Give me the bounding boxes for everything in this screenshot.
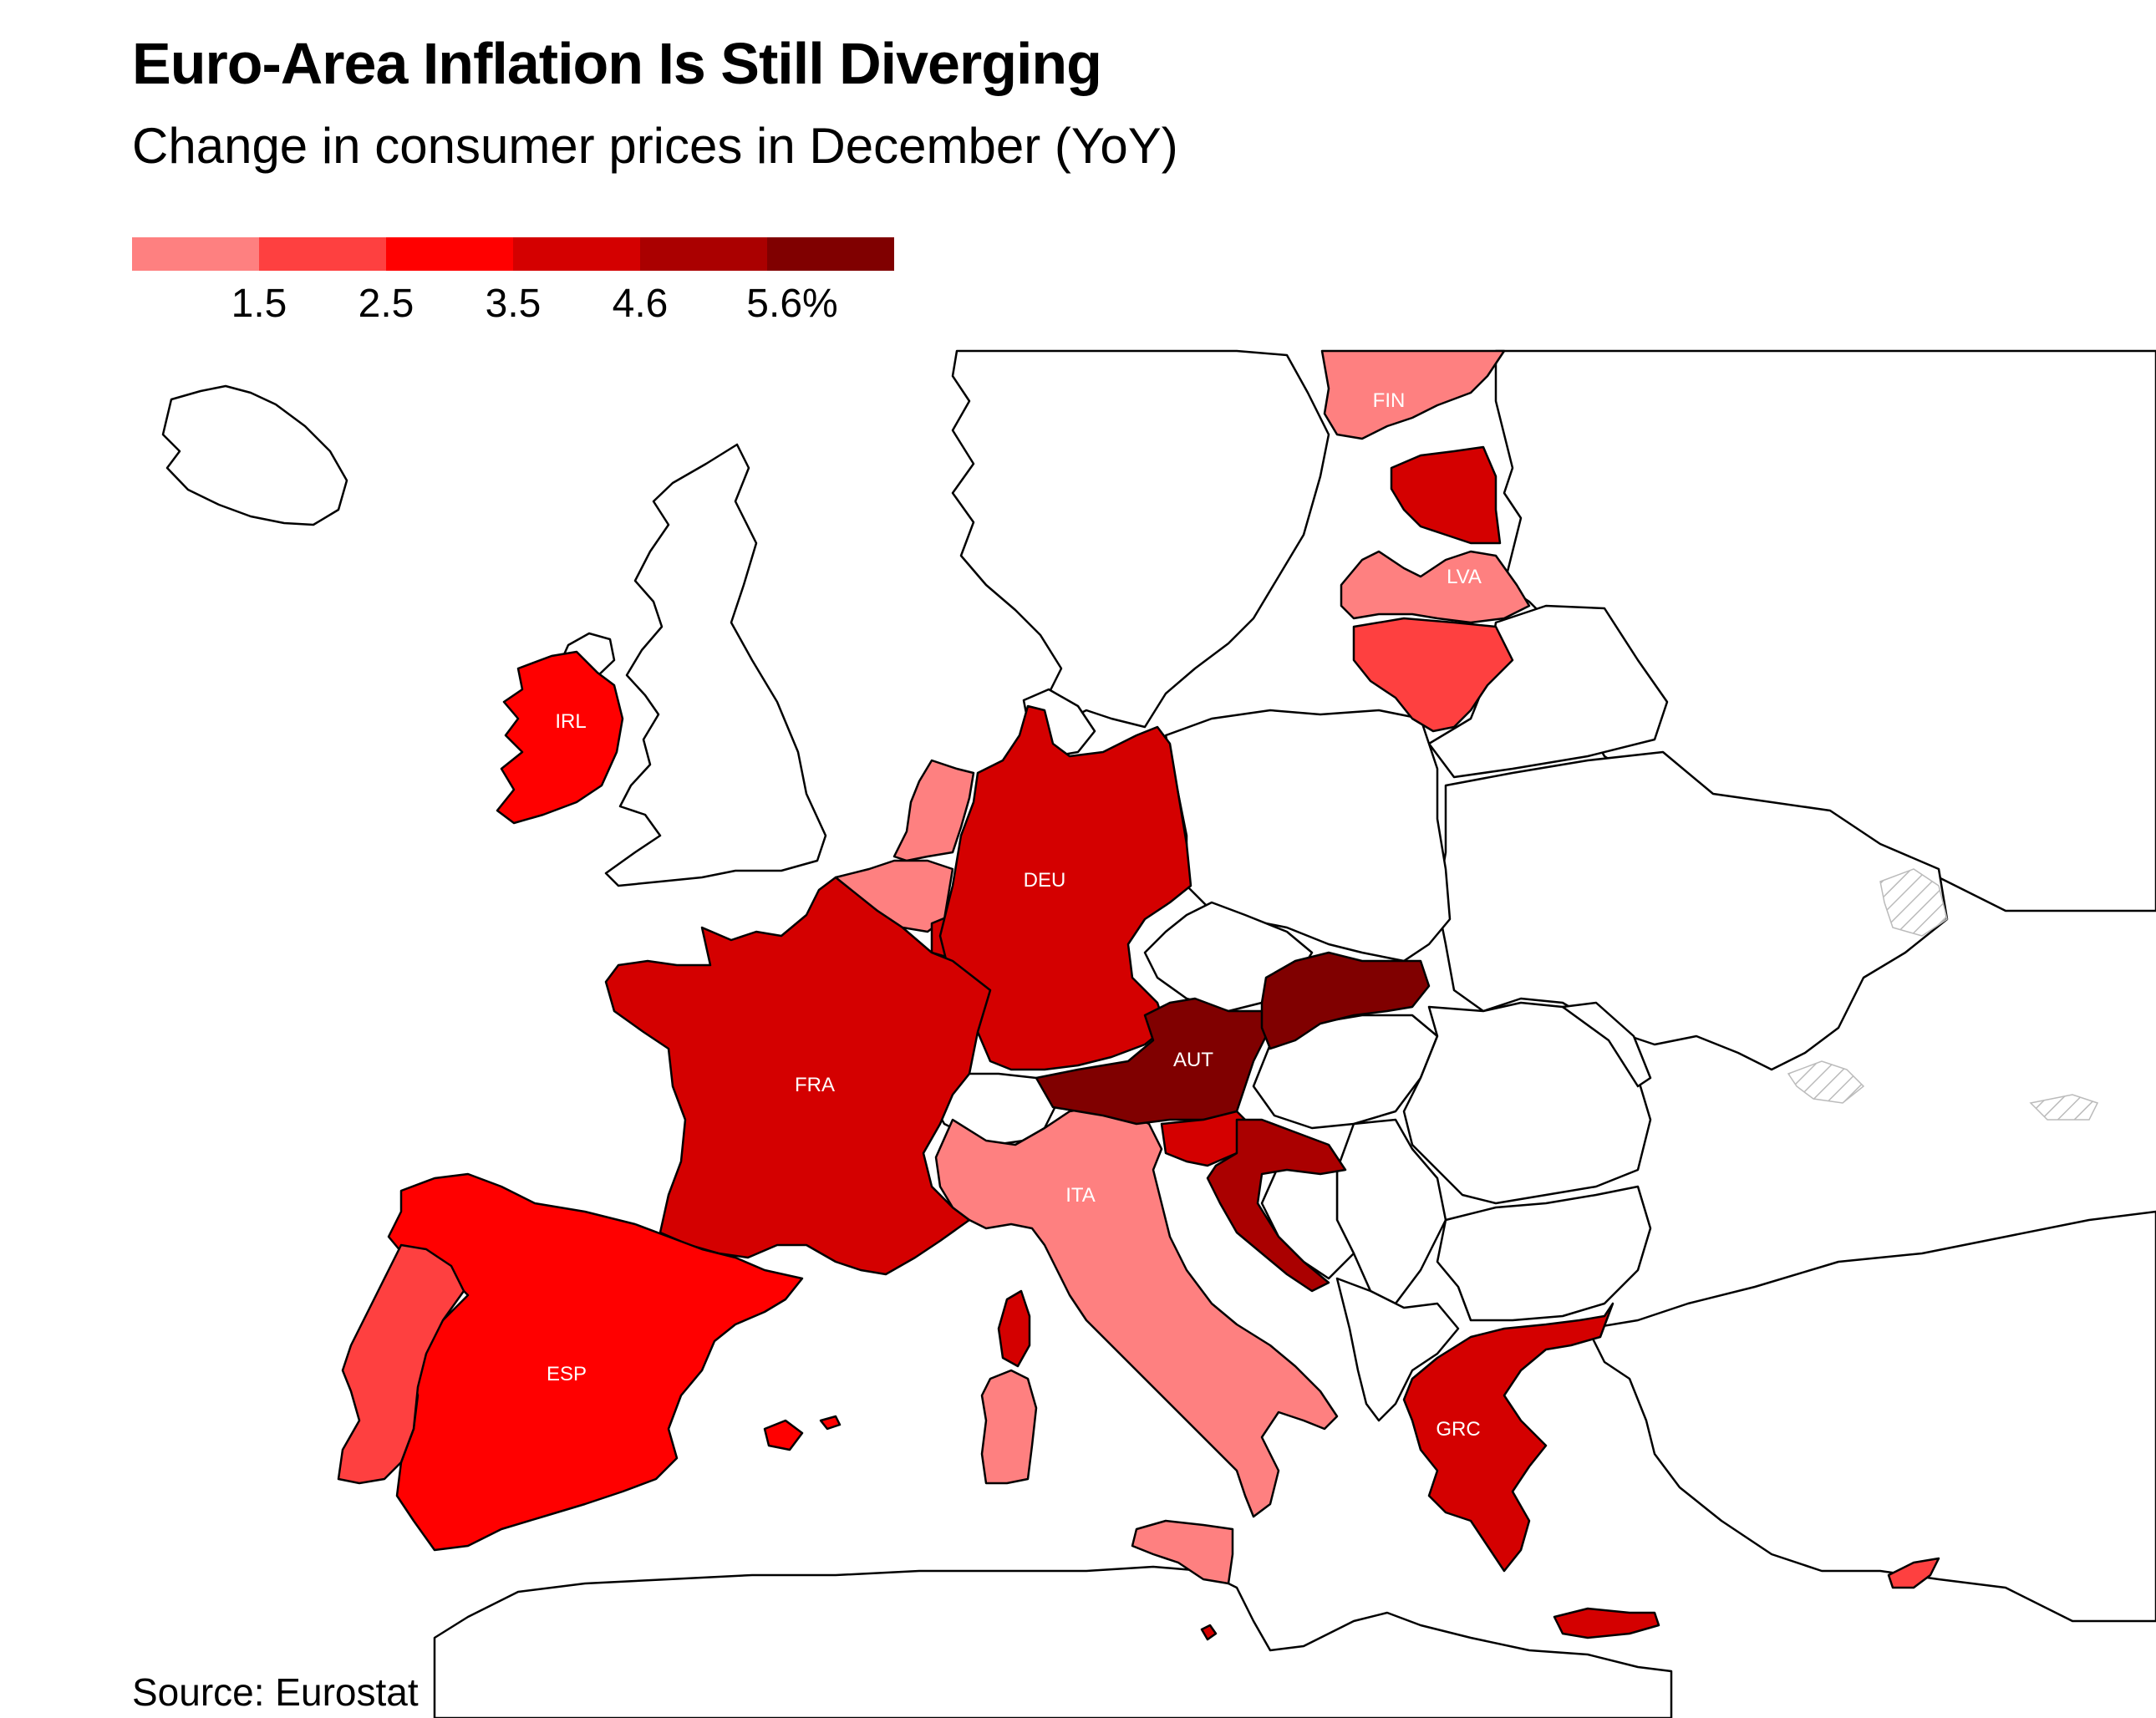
label-aut: AUT xyxy=(1173,1049,1213,1071)
hungary-landmass xyxy=(1252,1014,1439,1130)
country-prt xyxy=(337,1243,465,1485)
north-africa-landmass xyxy=(433,1565,1673,1718)
country-svk xyxy=(1260,951,1431,1050)
legend-swatch-6 xyxy=(767,237,894,271)
label-fra: FRA xyxy=(795,1074,835,1096)
iceland-landmass xyxy=(161,384,348,526)
romania-landmass xyxy=(1402,1001,1652,1205)
legend-labels: 1.5 2.5 3.5 4.6 5.6% xyxy=(132,281,894,331)
country-esp-menorca xyxy=(819,1415,842,1431)
country-ita xyxy=(934,1106,1339,1518)
country-ita-sicily xyxy=(1131,1519,1234,1585)
legend-label-1: 1.5 xyxy=(231,282,287,326)
label-fin: FIN xyxy=(1373,389,1406,412)
chart-title: Euro-Area Inflation Is Still Diverging xyxy=(132,31,1102,96)
country-lva xyxy=(1340,550,1531,624)
chart-source: Source: Eurostat xyxy=(132,1670,419,1714)
label-esp: ESP xyxy=(547,1363,587,1385)
legend-swatch-1 xyxy=(132,237,259,271)
country-fra-corsica xyxy=(997,1289,1031,1368)
ukraine-landmass xyxy=(1436,750,1949,1071)
country-aut xyxy=(1035,997,1268,1126)
legend-swatch-4 xyxy=(513,237,640,271)
scandinavia-landmass xyxy=(951,349,1330,729)
chart-subtitle: Change in consumer prices in December (Y… xyxy=(132,118,1178,174)
turkey-landmass xyxy=(1586,1210,2156,1623)
disputed-area-abkhazia xyxy=(2029,1094,2099,1121)
label-grc: GRC xyxy=(1436,1418,1480,1441)
country-est xyxy=(1390,445,1502,545)
country-esp-balearics xyxy=(763,1419,804,1451)
legend-swatch-5 xyxy=(640,237,767,271)
label-ita: ITA xyxy=(1065,1184,1096,1207)
country-ita-sardinia xyxy=(980,1369,1038,1485)
great-britain-landmass xyxy=(604,443,827,887)
legend-label-4: 4.6 xyxy=(612,282,669,326)
country-fin xyxy=(1320,349,1506,440)
country-fra xyxy=(604,876,992,1276)
label-irl: IRL xyxy=(555,710,586,733)
legend-label-3: 3.5 xyxy=(485,282,542,326)
legend-label-2: 2.5 xyxy=(358,282,414,326)
legend-swatch-2 xyxy=(259,237,386,271)
label-lva: LVA xyxy=(1447,566,1482,588)
disputed-area-crimea xyxy=(1787,1060,1865,1104)
label-deu: DEU xyxy=(1024,869,1066,892)
western-balkans-landmass xyxy=(1335,1277,1460,1422)
moldova-landmass xyxy=(1561,1001,1652,1088)
bosnia-landmass xyxy=(1260,1164,1355,1280)
bulgaria-landmass xyxy=(1436,1185,1652,1322)
country-grc-crete xyxy=(1553,1607,1660,1639)
disputed-area-donbas xyxy=(1879,868,1948,937)
country-mlt xyxy=(1200,1624,1218,1641)
color-legend xyxy=(132,237,894,271)
country-grc xyxy=(1402,1302,1614,1573)
country-cyp xyxy=(1887,1557,1940,1589)
country-nld xyxy=(892,759,975,862)
legend-swatch-3 xyxy=(386,237,513,271)
legend-label-5: 5.6% xyxy=(746,282,838,326)
country-ltu xyxy=(1352,617,1514,733)
poland-landmass xyxy=(1164,709,1452,963)
belarus-landmass xyxy=(1427,604,1669,779)
country-hrv xyxy=(1206,1118,1347,1293)
country-irl xyxy=(496,650,624,825)
